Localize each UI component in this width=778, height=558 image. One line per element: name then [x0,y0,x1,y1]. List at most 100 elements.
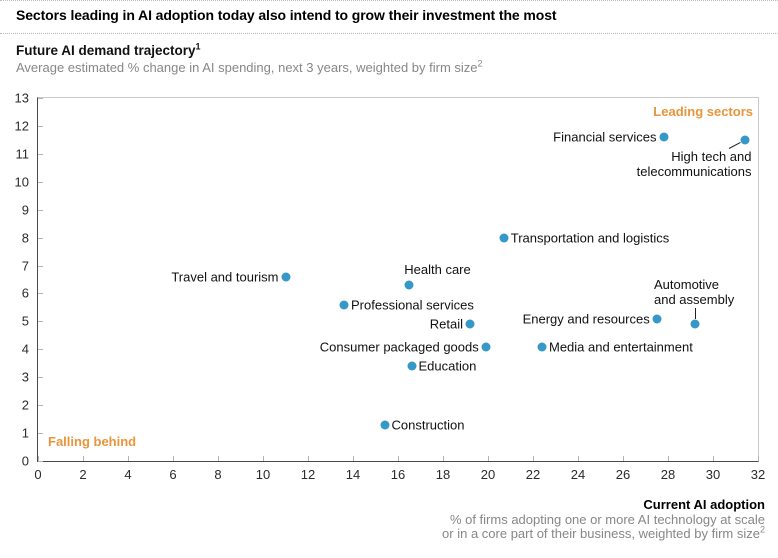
data-point-dot [380,420,389,430]
y-tick-label: 1 [21,425,29,441]
data-point-dot [652,314,662,324]
y-tick-mark [38,265,43,267]
y-tick-mark [38,209,43,211]
x-tick-label: 24 [570,467,586,482]
y-tick-mark [38,377,43,379]
point-label: Retail [429,316,463,332]
x-tick-mark [443,456,444,461]
data-point-dot [404,280,414,290]
x-tick-mark [713,456,714,461]
x-tick-mark [218,456,219,461]
y-tick-mark [38,349,43,351]
point-label: Financial services [553,129,657,145]
plot-area: Leading sectors Falling behind 0 2 4 6 8 10 12… [15,91,766,483]
x-tick-label: 2 [79,467,87,482]
x-tick-label: 0 [34,467,42,482]
y-axis-title-footnote: 1 [195,41,201,52]
top-border [0,0,778,1]
x-tick-mark [668,456,669,461]
x-axis-subtitle-line2-text: or in a core part of their business, wei… [442,526,760,541]
y-axis-title-text: Future AI demand trajectory [16,43,196,58]
x-axis-subtitle-line2: or in a core part of their business, wei… [442,525,765,542]
x-tick-mark [398,456,399,461]
point-label: Health care [404,262,471,278]
falling-behind-label: Falling behind [48,434,137,449]
x-tick-label: 10 [255,467,271,482]
y-tick-mark [38,321,43,323]
point-label-line: telecommunications [636,163,752,179]
x-tick-mark [38,456,39,461]
data-point-dot [339,300,349,310]
x-tick-label: 28 [660,467,676,482]
x-tick-label: 22 [525,467,541,482]
data-point-dot [537,342,547,351]
data-point-dot [465,319,475,329]
point-label: High tech and telecommunications [637,149,752,179]
y-tick-label: 7 [21,258,29,274]
y-axis-subtitle-footnote: 2 [477,58,483,69]
x-tick-label: 30 [705,467,721,482]
point-label: Education [418,358,477,374]
y-tick-label: 10 [14,174,29,190]
y-tick-mark [38,433,43,435]
data-point-dot [481,342,491,351]
y-tick-label: 3 [21,369,29,385]
x-tick-mark [263,456,264,461]
x-tick-mark [578,456,579,461]
x-tick-label: 12 [300,467,316,482]
y-tick-mark [38,237,43,239]
y-tick-label: 2 [21,397,29,413]
point-label-line: Automotive [654,277,720,293]
y-tick-mark [38,181,43,183]
data-point-dot [690,319,700,329]
exhibit-title: Sectors leading in AI adoption today als… [16,7,557,23]
x-tick-mark [83,456,84,461]
y-tick-mark [38,153,43,155]
leading-sectors-label: Leading sectors [653,104,753,119]
data-point-dot [281,272,290,282]
x-tick-mark [353,456,354,461]
x-tick-label: 20 [480,467,496,482]
data-point-dot [659,132,668,142]
y-tick-label: 12 [14,118,29,134]
point-label: Construction [391,417,465,433]
y-tick-label: 4 [21,341,29,357]
y-tick-mark [38,405,43,407]
x-tick-label: 16 [390,467,406,482]
x-tick-label: 32 [750,467,766,482]
point-label: Energy and resources [522,311,650,327]
y-axis-title: Future AI demand trajectory1 [16,41,201,58]
y-tick-label: 5 [21,313,29,329]
x-tick-mark [533,456,534,461]
y-tick-label: 0 [21,453,29,469]
point-label: Travel and tourism [171,269,279,285]
point-label-line: High tech and [671,148,752,164]
y-tick-label: 8 [21,230,29,246]
x-tick-mark [623,456,624,461]
x-tick-label: 8 [214,467,222,482]
point-label: Transportation and logistics [510,230,670,246]
x-tick-mark [173,456,174,461]
x-axis-title-block: Current AI adoption % of firms adopting … [442,497,765,542]
y-axis-subtitle-text: Average estimated % change in AI spendin… [16,60,478,75]
y-tick-label: 6 [21,285,29,301]
y-tick-mark [38,125,43,127]
connector-line [728,141,741,149]
data-point-dot [740,135,749,145]
x-axis-subtitle-line1: % of firms adopting one or more AI techn… [449,511,765,527]
x-tick-mark [488,456,489,461]
y-tick-mark [38,293,43,295]
point-label: Automotive and assembly [654,277,734,307]
data-point-dot [499,233,509,243]
point-label-line: and assembly [654,292,735,308]
x-tick-label: 14 [345,467,361,482]
x-tick-label: 4 [124,467,132,482]
x-tick-label: 26 [615,467,631,482]
y-tick-label: 11 [15,146,30,162]
y-tick-label: 9 [21,202,29,218]
point-label: Consumer packaged goods [319,339,479,354]
x-tick-label: 6 [169,467,177,482]
x-tick-mark [758,456,759,461]
x-tick-mark [308,456,309,461]
data-point-dot [407,361,416,371]
